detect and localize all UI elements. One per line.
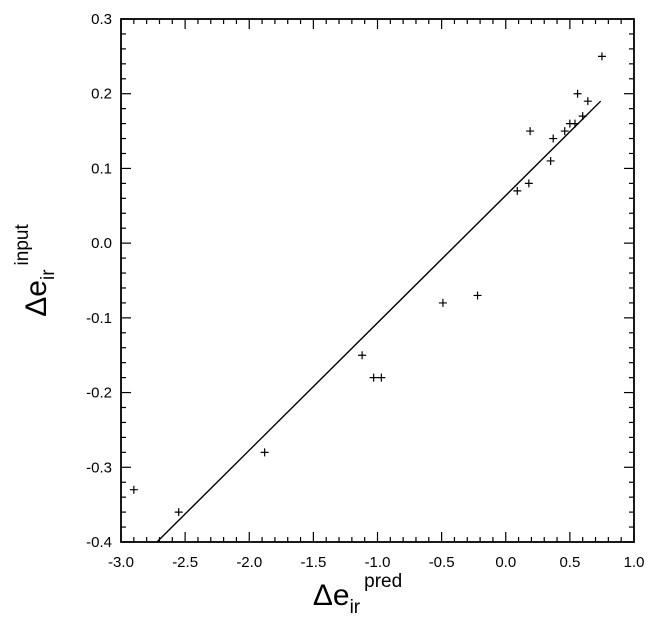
data-point — [526, 127, 535, 136]
data-point — [473, 291, 482, 300]
y-tick-label: -0.4 — [86, 534, 112, 551]
y-axis-label: Δeirinput — [12, 224, 59, 317]
y-tick-labels: -0.4 -0.3 -0.2 -0.1 0.0 0.1 0.2 0.3 — [86, 11, 112, 551]
plot-frame — [120, 18, 635, 543]
x-tick-label: 0.0 — [495, 554, 516, 571]
data-point — [571, 119, 580, 128]
fit-line — [156, 100, 602, 543]
x-tick-label: -2.0 — [236, 554, 262, 571]
data-point — [560, 127, 569, 136]
y-axis-label-superscript: input — [12, 224, 33, 266]
axis-ticks — [120, 18, 635, 543]
x-tick-labels: -3.0 -2.5 -2.0 -1.5 -1.0 -0.5 0.0 0.5 1.0 — [108, 554, 644, 571]
data-point — [377, 373, 386, 382]
y-tick-label: 0.2 — [91, 86, 112, 103]
fit-line-layer — [156, 100, 602, 543]
data-point — [583, 97, 592, 106]
plot-border — [120, 18, 635, 543]
x-tick-label: 0.5 — [559, 554, 580, 571]
y-tick-label: 0.0 — [91, 235, 112, 252]
data-point — [438, 298, 447, 307]
data-point — [573, 89, 582, 98]
data-point — [546, 156, 555, 165]
data-point — [174, 508, 183, 517]
data-point — [260, 448, 269, 457]
data-point — [358, 351, 367, 360]
y-tick-label: -0.2 — [86, 385, 112, 402]
x-tick-label: -1.0 — [365, 554, 391, 571]
x-tick-label: 1.0 — [624, 554, 645, 571]
data-points — [129, 52, 606, 517]
x-tick-label: -0.5 — [429, 554, 455, 571]
data-point — [524, 179, 533, 188]
data-point — [369, 373, 378, 382]
y-axis-label-subscript: ir — [38, 269, 59, 280]
y-tick-label: -0.1 — [86, 310, 112, 327]
x-axis-label-subscript: ir — [350, 597, 361, 618]
y-axis-label-main: Δe — [20, 280, 53, 317]
x-axis-label-superscript: pred — [364, 571, 402, 592]
data-point — [129, 485, 138, 494]
x-axis-label: Δeirpred — [313, 571, 402, 618]
x-tick-label: -2.5 — [172, 554, 198, 571]
x-tick-label: -3.0 — [108, 554, 134, 571]
data-point — [578, 112, 587, 121]
y-tick-label: -0.3 — [86, 459, 112, 476]
data-point — [513, 186, 522, 195]
y-tick-label: 0.1 — [91, 160, 112, 177]
y-tick-label: 0.3 — [91, 11, 112, 28]
data-point — [549, 134, 558, 143]
x-tick-label: -1.5 — [300, 554, 326, 571]
x-axis-label-main: Δe — [313, 579, 350, 612]
data-point — [597, 52, 606, 61]
